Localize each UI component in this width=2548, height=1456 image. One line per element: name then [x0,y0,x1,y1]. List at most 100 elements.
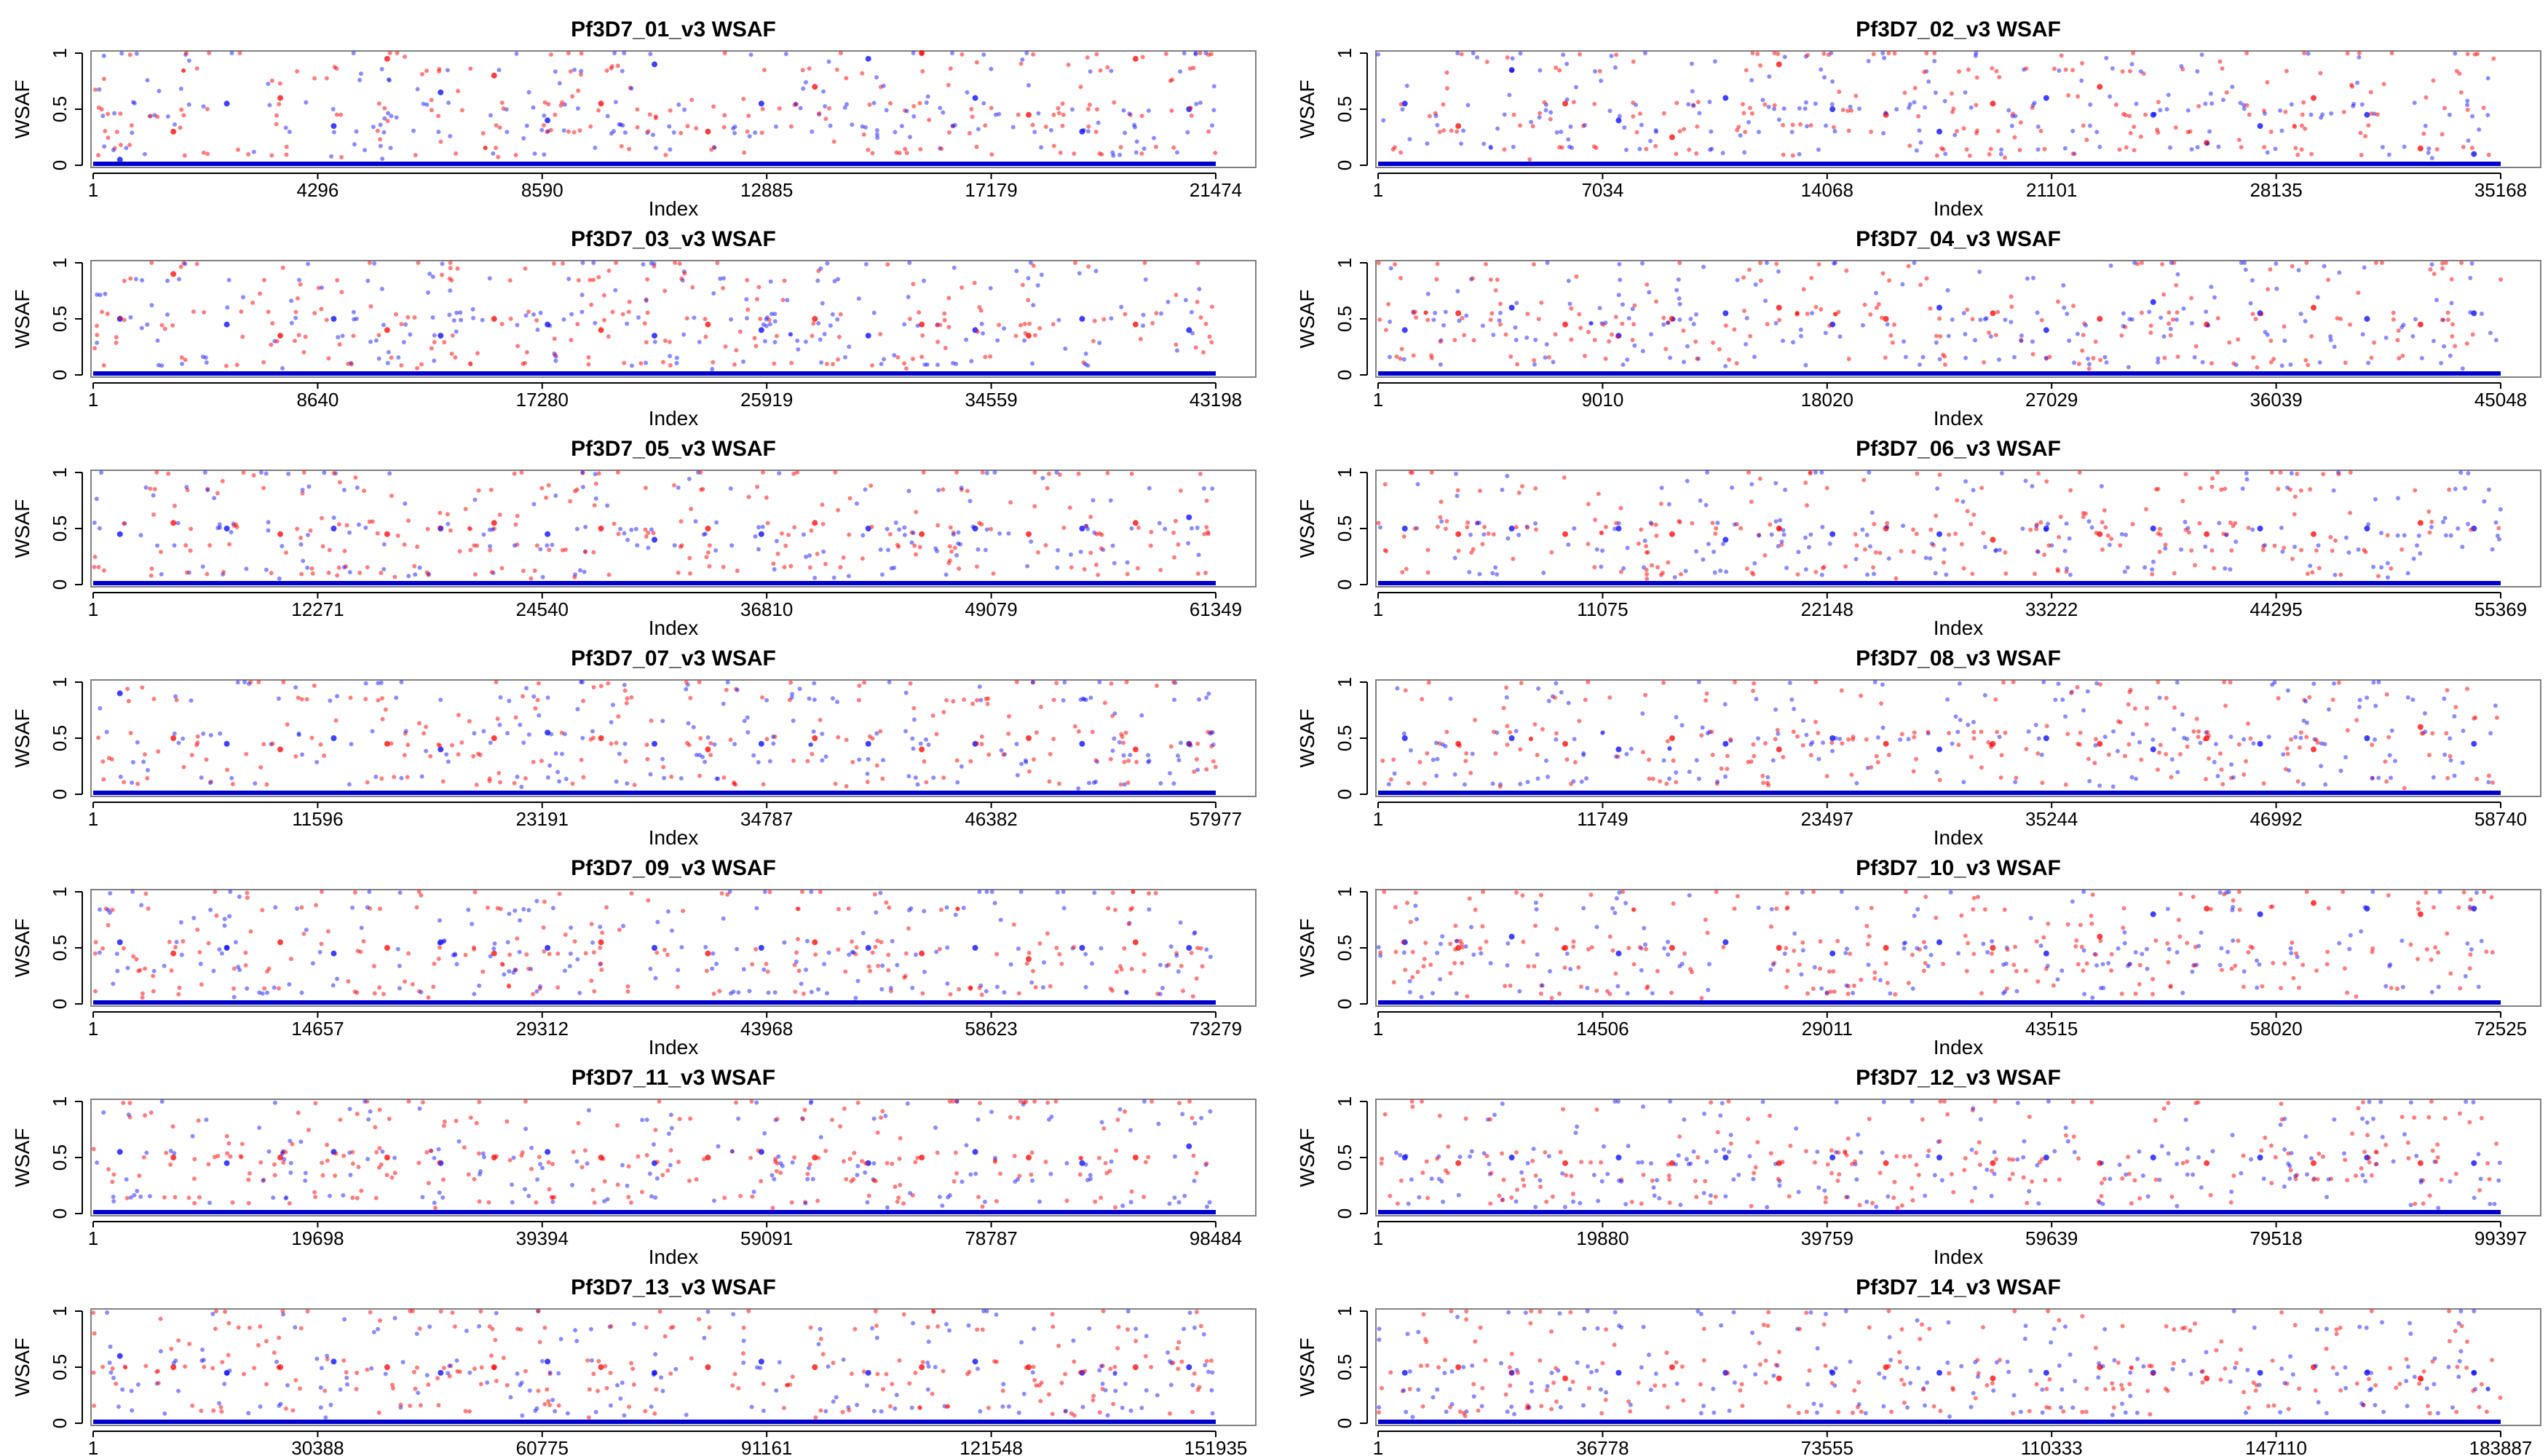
scatter-dot [463,507,468,512]
scatter-dot [166,471,171,476]
scatter-dot [2333,572,2338,577]
scatter-dot [1976,894,1981,899]
scatter-dot [2362,905,2367,910]
scatter-dot [684,680,689,684]
scatter-dot [131,954,136,959]
scatter-dot [2231,904,2236,909]
scatter-dot [1644,550,1649,555]
scatter-dot [1517,989,1522,994]
scatter-dot [865,1200,870,1205]
scatter-dot [646,129,651,134]
scatter-dot [2229,548,2234,553]
scatter-dot [177,985,182,990]
scatter-dot [1691,322,1696,327]
scatter-dot [1096,572,1101,577]
scatter-dot [1191,66,1196,71]
scatter-dot [2469,527,2474,532]
scatter-dot [805,1171,810,1176]
scatter-dot [591,735,596,740]
scatter-dot [207,51,212,55]
scatter-dot [1994,68,1999,74]
scatter-dot [280,544,285,549]
scatter-dot [701,1157,706,1162]
scatter-dot [2373,737,2378,742]
scatter-dot [2450,322,2456,327]
scatter-dot [774,1168,779,1174]
scatter-dot [471,945,476,950]
data-point [2097,316,2103,322]
scatter-dot [1607,108,1613,114]
scatter-dot [592,989,597,994]
scatter-dot [204,1117,209,1123]
data-point [705,321,711,328]
scatter-dot [308,528,313,533]
scatter-dot [725,680,730,685]
scatter-dot [1594,988,1599,993]
scatter-dot [1853,556,1859,561]
scatter-dot [2197,521,2202,526]
scatter-dot [2179,547,2184,552]
data-point [331,526,337,531]
scatter-dot [2035,124,2041,130]
scatter-dot [261,277,266,282]
scatter-dot [553,69,558,74]
scatter-dot [2243,267,2248,272]
scatter-dot [1665,739,1670,744]
scatter-dot [152,486,157,491]
scatter-dot [205,488,210,493]
scatter-dot [836,906,841,911]
scatter-dot [716,776,721,781]
scatter-dot [2122,930,2127,935]
scatter-dot [1533,923,1538,928]
scatter-dot [365,780,370,785]
scatter-dot [831,575,836,580]
scatter-dot [326,570,331,575]
scatter-dot [1153,890,1158,895]
scatter-dot [1544,342,1549,347]
scatter-dot [906,295,911,300]
scatter-dot [2306,363,2311,368]
scatter-dot [480,317,485,323]
scatter-dot [915,1155,920,1160]
scatter-dot [1408,748,1413,753]
scatter-dot [2239,145,2244,150]
scatter-dot [2481,106,2486,111]
scatter-dot [2060,697,2065,703]
scatter-dot [1843,564,1848,569]
scatter-dot [751,753,756,758]
scatter-dot [512,543,517,548]
scatter-dot [863,261,869,266]
scatter-dot [2228,520,2233,525]
scatter-dot [1529,119,1534,124]
scatter-dot [2381,82,2386,87]
scatter-dot [625,696,630,701]
scatter-dot [2453,51,2458,56]
scatter-dot [1890,340,1895,345]
scatter-dot [2366,360,2371,365]
scatter-dot [1194,757,1199,762]
scatter-dot [318,742,323,747]
scatter-dot [948,525,953,530]
scatter-dot [140,278,145,283]
x-tick-label: 23191 [516,808,569,830]
scatter-dot [679,945,684,950]
scatter-dot [1441,323,1446,328]
scatter-dot [883,1113,888,1118]
scatter-dot [983,123,988,128]
scatter-dot [1857,106,1862,111]
data-point [2471,151,2477,157]
scatter-dot [1209,744,1214,749]
scatter-dot [1800,718,1805,723]
data-point [1508,67,1515,74]
scatter-dot [2469,146,2474,151]
scatter-dot [798,106,803,111]
x-tick-label: 14506 [1576,1018,1629,1040]
scatter-dot [2155,127,2160,132]
scatter-dot [1076,729,1081,734]
scatter-dot [121,946,126,951]
scatter-dot [1645,577,1650,582]
scatter-dot [2094,130,2100,135]
scatter-dot [2086,362,2092,367]
scatter-dot [1163,52,1168,57]
scatter-dot [624,700,629,705]
